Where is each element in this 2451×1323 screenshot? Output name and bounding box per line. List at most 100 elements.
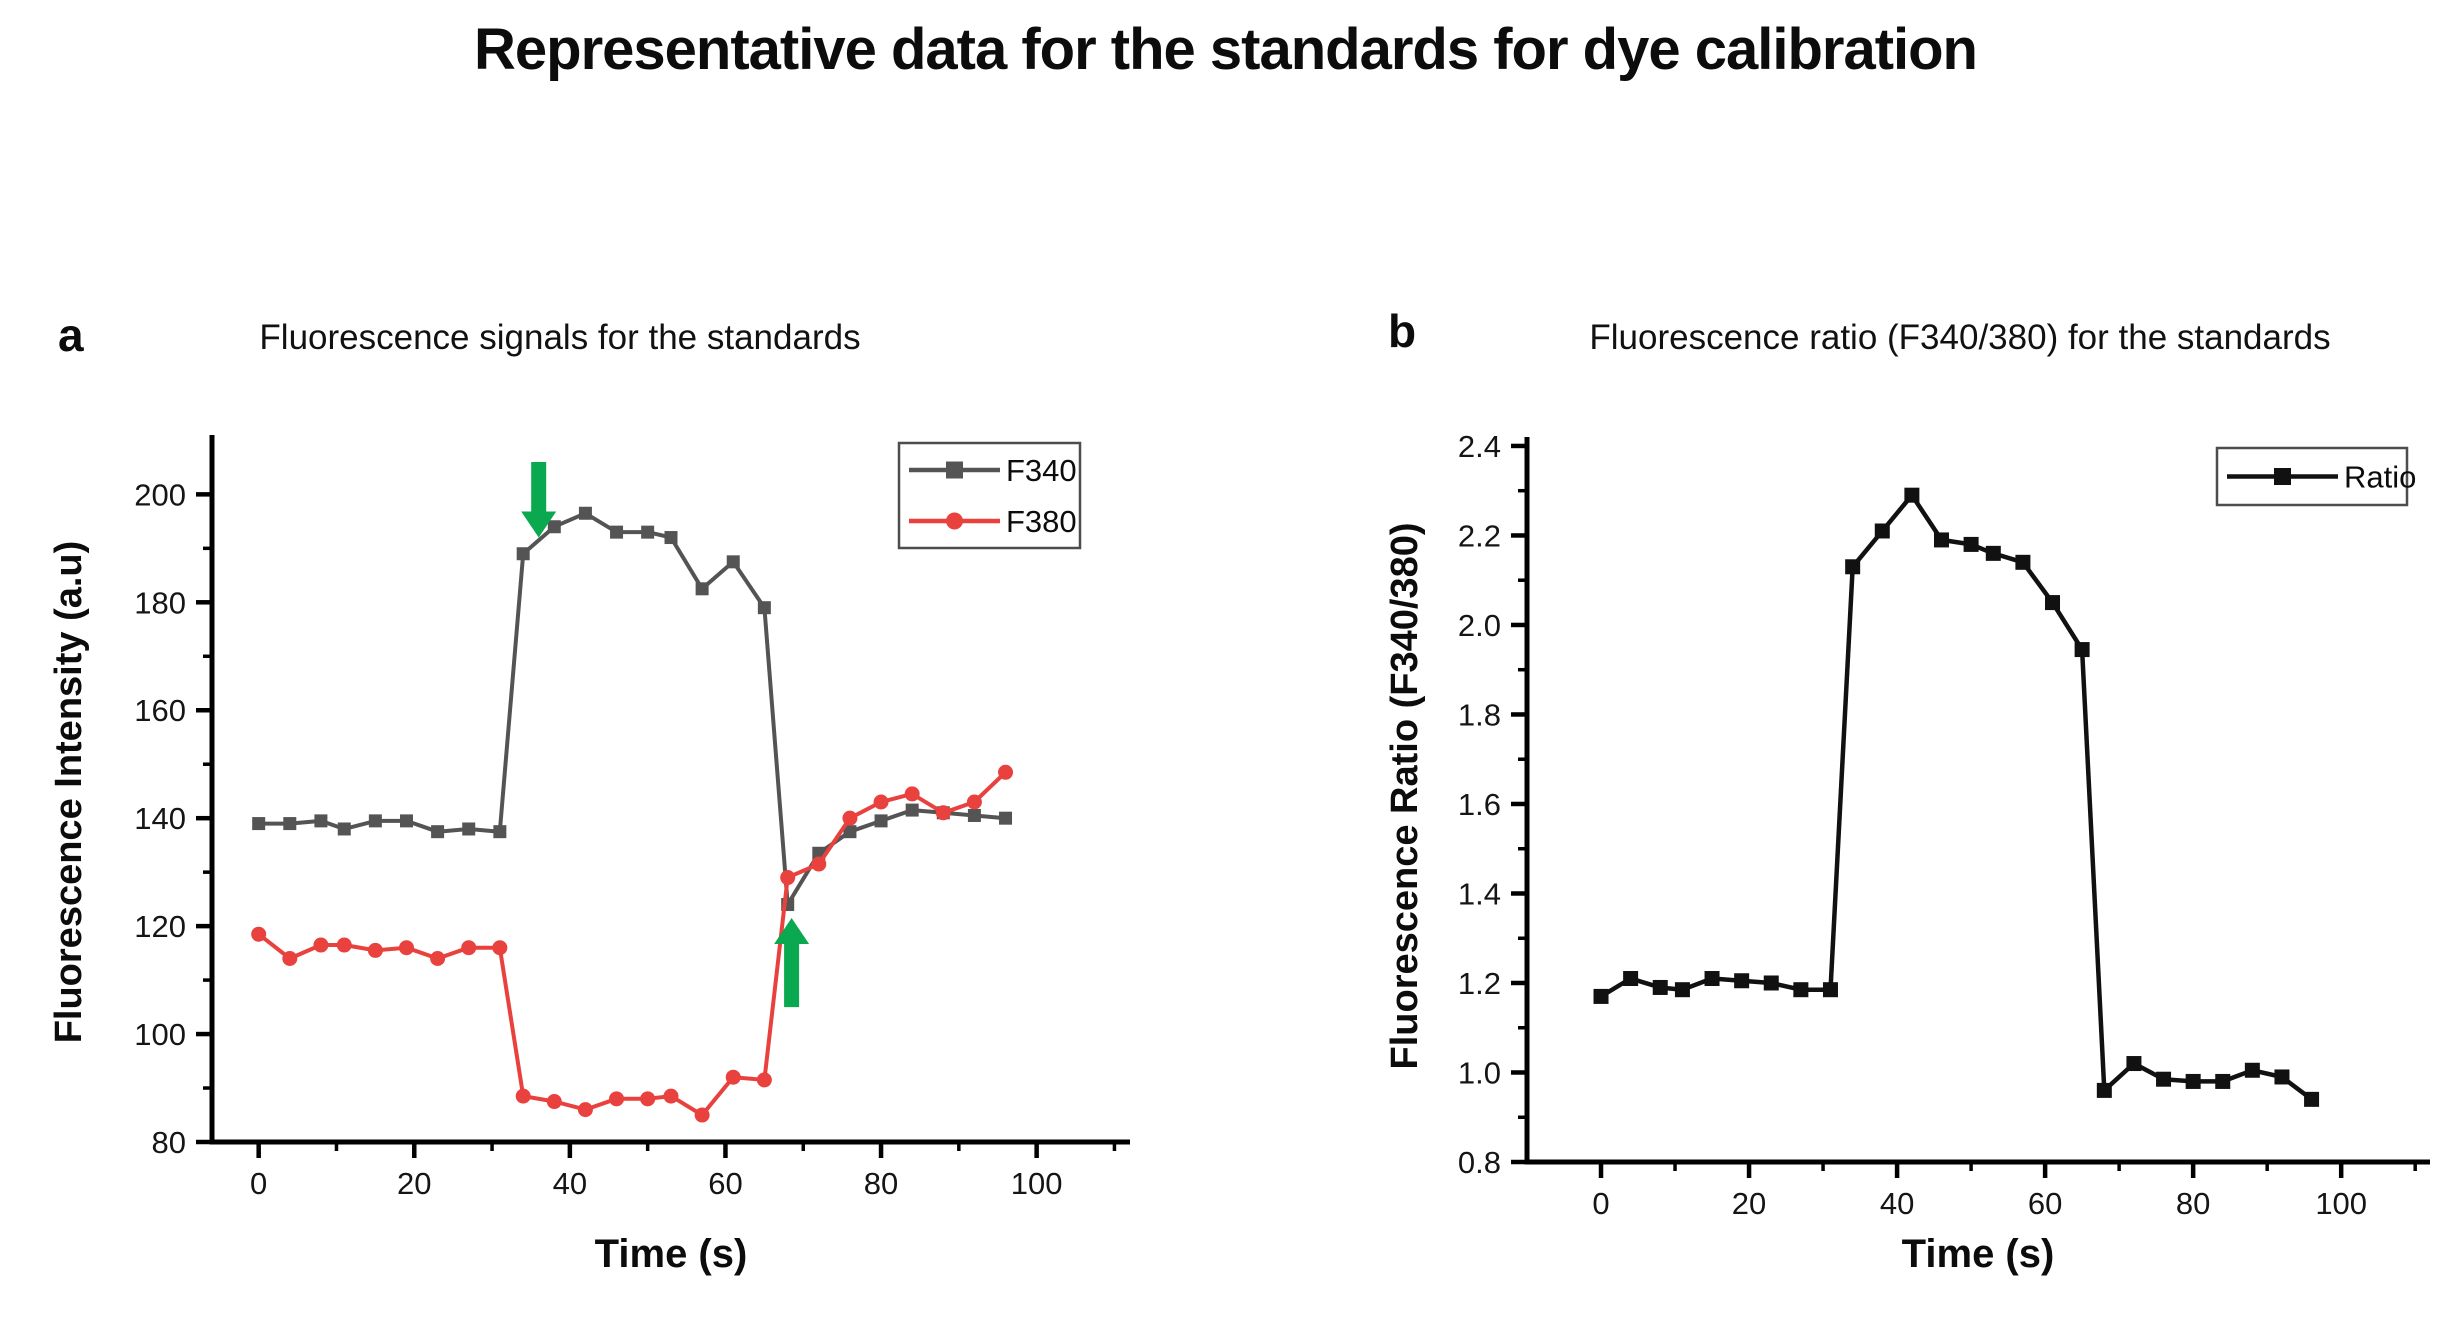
data-point — [515, 1088, 531, 1104]
data-point — [283, 817, 297, 831]
panel-b-letter: b — [1388, 305, 1417, 357]
data-point — [493, 825, 507, 839]
legend-label: F380 — [1006, 504, 1077, 539]
data-point — [756, 1072, 772, 1088]
green-arrow-annotation — [774, 918, 810, 1008]
data-point — [999, 811, 1013, 825]
y-tick-label: 100 — [134, 1017, 186, 1052]
panel-b-x-axis-label: Time (s) — [1901, 1232, 2055, 1276]
y-tick-label: 80 — [152, 1125, 186, 1160]
data-point — [1845, 559, 1861, 575]
data-point — [966, 794, 982, 810]
y-tick-label: 0.8 — [1458, 1145, 1501, 1180]
data-point — [842, 810, 858, 826]
legend-marker — [946, 512, 963, 530]
data-point — [430, 951, 446, 967]
data-point — [967, 808, 981, 822]
data-point — [1593, 988, 1609, 1004]
data-point — [664, 531, 678, 545]
series-line-ratio — [1599, 492, 2313, 1102]
data-point — [2274, 1069, 2290, 1085]
panel-a-letter: a — [58, 309, 84, 361]
data-point — [336, 937, 352, 953]
data-point — [367, 942, 383, 958]
data-point — [811, 856, 827, 872]
data-point — [873, 794, 889, 810]
y-tick-label: 1.8 — [1458, 697, 1501, 732]
data-point — [663, 1088, 679, 1104]
legend-box — [897, 441, 1082, 550]
data-point — [1623, 971, 1639, 987]
figure-title: Representative data for the standards fo… — [474, 17, 1978, 82]
x-tick-label: 0 — [250, 1166, 267, 1201]
data-point — [2244, 1062, 2260, 1078]
x-tick-label: 60 — [2028, 1186, 2062, 1221]
data-point — [398, 940, 414, 956]
data-point — [462, 822, 476, 836]
y-tick-label: 140 — [134, 801, 186, 836]
data-point — [2126, 1056, 2142, 1072]
data-point — [2304, 1091, 2320, 1107]
y-tick-label: 1.4 — [1458, 876, 1501, 911]
data-point — [313, 937, 329, 953]
data-point — [252, 817, 266, 831]
y-tick-label: 180 — [134, 585, 186, 620]
data-point — [726, 555, 740, 569]
data-point — [282, 951, 298, 967]
data-point — [1793, 982, 1809, 998]
y-tick-label: 2.2 — [1458, 518, 1501, 553]
panel-a-x-axis-label: Time (s) — [594, 1232, 748, 1276]
x-tick-label: 0 — [1592, 1186, 1609, 1221]
series-line-f340 — [258, 511, 1006, 907]
data-point — [1763, 975, 1779, 991]
x-tick-label: 100 — [2315, 1186, 2367, 1221]
data-point — [2096, 1082, 2112, 1098]
data-point — [1674, 982, 1690, 998]
data-point — [935, 805, 951, 821]
data-point — [314, 814, 328, 828]
panel-a-title: Fluorescence signals for the standards — [259, 318, 861, 357]
data-point — [2156, 1071, 2172, 1087]
y-tick-label: 160 — [134, 693, 186, 728]
data-point — [1874, 523, 1890, 539]
data-point — [1652, 979, 1668, 995]
data-point — [577, 1102, 593, 1118]
legend-label: Ratio — [2344, 460, 2416, 495]
data-point — [1933, 532, 1949, 548]
data-point — [843, 825, 857, 839]
data-point — [2185, 1073, 2201, 1089]
data-point — [1734, 973, 1750, 989]
data-point — [578, 506, 592, 520]
data-point — [1822, 982, 1838, 998]
panel-a-chart: 80 100 120 140 160 180 200 0 20 40 60 80 100 F340 F380 — [134, 435, 1130, 1201]
data-point — [641, 525, 655, 539]
data-point — [461, 940, 477, 956]
data-point — [998, 764, 1014, 780]
data-point — [874, 814, 888, 828]
data-point — [2045, 595, 2061, 611]
data-point — [1704, 971, 1720, 987]
data-point — [337, 822, 351, 836]
x-tick-label: 80 — [2176, 1186, 2210, 1221]
data-point — [251, 926, 267, 942]
data-point — [757, 601, 771, 615]
data-point — [399, 814, 413, 828]
y-tick-label: 120 — [134, 909, 186, 944]
data-point — [640, 1091, 656, 1107]
y-tick-label: 200 — [134, 477, 186, 512]
x-tick-label: 100 — [1011, 1166, 1063, 1201]
data-point — [1985, 545, 2001, 561]
data-point — [905, 803, 919, 817]
y-tick-label: 1.6 — [1458, 787, 1501, 822]
data-point — [1963, 536, 1979, 552]
panel-b-title: Fluorescence ratio (F340/380) for the st… — [1589, 318, 2331, 357]
data-point — [725, 1069, 741, 1085]
data-point — [609, 1091, 625, 1107]
legend-marker — [946, 461, 963, 479]
data-point — [610, 525, 624, 539]
panel-b-chart: 0.8 1.0 1.2 1.4 1.6 1.8 2.0 2.2 2.4 0 20 40 60 80 100 R… — [1458, 429, 2430, 1221]
y-tick-label: 1.0 — [1458, 1055, 1501, 1090]
data-point — [516, 547, 530, 561]
data-point — [492, 940, 508, 956]
x-tick-label: 40 — [1880, 1186, 1914, 1221]
